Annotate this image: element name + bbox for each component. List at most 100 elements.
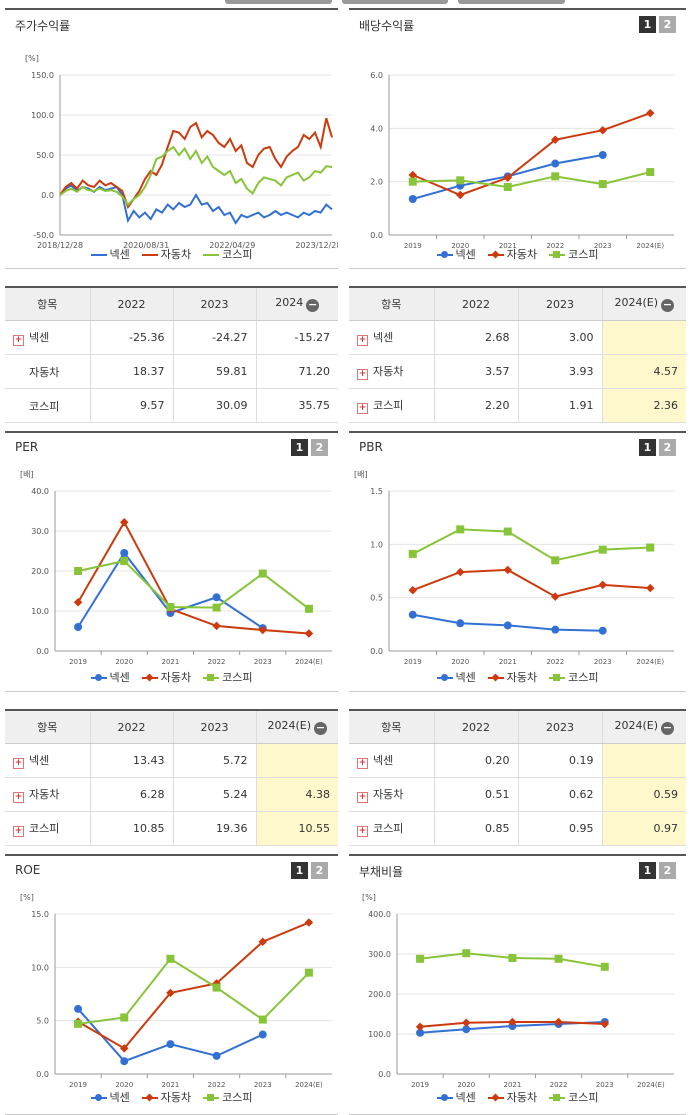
table-cell xyxy=(601,743,686,778)
data-point-kospi xyxy=(258,569,267,578)
expand-plus-icon[interactable]: + xyxy=(357,369,368,380)
legend-label: 코스피 xyxy=(222,1091,253,1104)
data-point-kospi xyxy=(646,168,655,177)
view-1-button[interactable]: 1 xyxy=(639,862,656,879)
chart-legend: 넥센 자동차 코스피 xyxy=(5,669,338,685)
top-tab-bar xyxy=(225,0,566,4)
y-tick-label: 0.0 xyxy=(370,231,383,240)
legend-marker-icon xyxy=(141,673,158,682)
x-tick-label: 2023/12/28 xyxy=(295,241,338,250)
pbr-table: 항목 2022 2023 2024(E) − + 넥센 0.20 0.19 + 자동차 0.51 0.6… xyxy=(349,709,686,846)
table-cell: 2.36 xyxy=(601,388,686,423)
data-point-nexen xyxy=(416,1028,425,1037)
x-tick-label: 2023 xyxy=(594,658,612,666)
expand-plus-icon[interactable]: + xyxy=(357,758,368,769)
data-point-nexen xyxy=(212,1051,221,1060)
series-line-auto xyxy=(412,112,651,197)
data-point-auto xyxy=(166,988,175,998)
table-row: + 넥센 13.43 5.72 xyxy=(5,743,338,778)
legend-label: 넥센 xyxy=(455,1091,476,1104)
y-unit-label: [%] xyxy=(20,893,34,902)
expand-plus-icon[interactable]: + xyxy=(357,403,368,414)
legend-label: 자동차 xyxy=(160,248,192,261)
y-tick-label: 10.0 xyxy=(31,963,49,972)
column-header: 항목 xyxy=(349,709,434,744)
legend-item-kospi: 코스피 xyxy=(549,1089,599,1105)
table-cell xyxy=(601,320,686,355)
legend-marker-icon xyxy=(436,250,453,259)
column-header: 2022 xyxy=(89,286,173,321)
legend-item-auto: 자동차 xyxy=(141,246,192,262)
column-header: 2022 xyxy=(433,286,518,321)
legend-marker-icon xyxy=(203,1093,220,1102)
table-cell: 10.85 xyxy=(89,811,173,846)
legend-marker-icon xyxy=(203,673,220,682)
y-unit-label: [배] xyxy=(354,470,368,479)
view-1-button[interactable]: 1 xyxy=(291,439,308,456)
legend-marker-icon xyxy=(487,1093,504,1102)
chart-legend: 넥센 자동차 코스피 xyxy=(349,1089,686,1105)
table-cell: 0.95 xyxy=(517,811,602,846)
legend-item-auto: 자동차 xyxy=(487,669,537,685)
table-cell: 0.51 xyxy=(433,777,518,812)
debt-ratio-panel: 부채비율 1 2 [%] 400.0 300.0 200.0 100.0 0.0 2019 2… xyxy=(349,854,686,1115)
view-2-button[interactable]: 2 xyxy=(659,439,676,456)
x-tick-label: 2022 xyxy=(550,1081,568,1089)
column-header: 항목 xyxy=(349,286,434,321)
view-1-button[interactable]: 1 xyxy=(291,862,308,879)
row-label: + 넥센 xyxy=(5,743,90,778)
view-1-button[interactable]: 1 xyxy=(639,16,656,33)
row-label: + 자동차 xyxy=(349,777,434,812)
data-point-auto xyxy=(408,170,417,180)
roe-chart: [%] 15.0 10.0 5.0 0.0 2019 2020 2021 2022 2023 202… xyxy=(20,893,332,1089)
per-table: 항목 2022 2023 2024(E) − + 넥센 13.43 5.72 + 자동차 6.28 5.… xyxy=(5,709,338,846)
series-line-kospi xyxy=(412,171,651,189)
collapse-minus-icon[interactable]: − xyxy=(661,721,675,735)
x-tick-label: 2022 xyxy=(208,658,226,666)
table-row: 코스피 9.57 30.09 35.75 xyxy=(5,388,338,423)
collapse-minus-icon[interactable]: − xyxy=(314,721,328,735)
view-2-button[interactable]: 2 xyxy=(311,439,328,456)
row-label: + 넥센 xyxy=(5,320,90,355)
expand-plus-icon[interactable]: + xyxy=(13,826,24,837)
legend-marker-icon xyxy=(90,1093,107,1102)
data-point-kospi xyxy=(74,1019,83,1028)
series-line-kospi xyxy=(77,957,310,1025)
column-header: 2024(E) − xyxy=(255,709,338,744)
data-point-nexen xyxy=(74,1004,83,1013)
data-point-kospi xyxy=(456,176,465,185)
expand-plus-icon[interactable]: + xyxy=(13,792,24,803)
data-point-kospi xyxy=(166,603,175,611)
y-tick-label: 1.0 xyxy=(370,540,383,549)
row-label: + 코스피 xyxy=(349,388,434,423)
collapse-minus-icon[interactable]: − xyxy=(306,298,320,312)
x-tick-label: 2024(E) xyxy=(295,658,323,666)
data-point-kospi xyxy=(503,527,512,536)
data-point-nexen xyxy=(258,1030,267,1039)
legend-label: 자동차 xyxy=(506,1091,538,1104)
view-1-button[interactable]: 1 xyxy=(639,439,656,456)
y-tick-label: 0.0 xyxy=(378,1070,391,1079)
chart-legend: 넥센 자동차 코스피 xyxy=(349,246,686,262)
data-point-nexen xyxy=(212,593,221,602)
legend-label: 코스피 xyxy=(222,248,253,261)
row-label: + 자동차 xyxy=(5,777,90,812)
expand-plus-icon[interactable]: + xyxy=(357,826,368,837)
expand-plus-icon[interactable]: + xyxy=(13,758,24,769)
y-tick-label: 200.0 xyxy=(368,990,391,999)
view-2-button[interactable]: 2 xyxy=(311,862,328,879)
expand-plus-icon[interactable]: + xyxy=(357,335,368,346)
column-header: 2022 xyxy=(433,709,518,744)
dividend-yield-panel: 배당수익률 1 2 6.0 4.0 2.0 0.0 2019 2020 2021 2022 20… xyxy=(349,8,686,269)
expand-plus-icon[interactable]: + xyxy=(357,792,368,803)
table-row: + 자동차 0.51 0.62 0.59 xyxy=(349,777,686,812)
legend-label: 넥센 xyxy=(455,671,476,684)
data-point-kospi xyxy=(120,557,129,565)
x-tick-label: 2021 xyxy=(499,242,517,250)
pbr-panel: PBR 1 2 [배] 1.5 1.0 0.5 0.0 2019 2020 2021 2022 2… xyxy=(349,431,686,692)
expand-plus-icon[interactable]: + xyxy=(13,335,24,346)
view-2-button[interactable]: 2 xyxy=(659,16,676,33)
view-2-button[interactable]: 2 xyxy=(659,862,676,879)
collapse-minus-icon[interactable]: − xyxy=(661,298,675,312)
